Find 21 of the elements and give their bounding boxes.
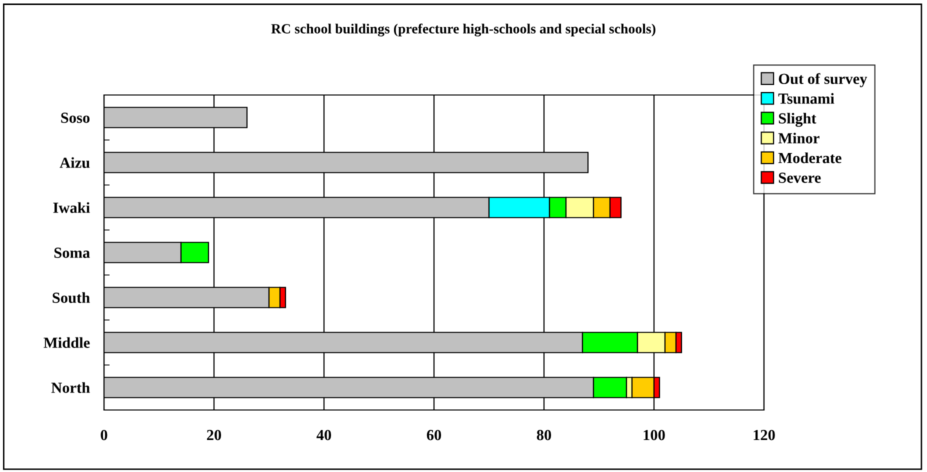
legend-label: Out of survey: [778, 73, 868, 88]
legend-label: Severe: [778, 172, 821, 183]
y-tick-label: Soso: [61, 112, 90, 123]
x-tick-label: 20: [207, 430, 222, 440]
x-tick-label: 80: [536, 430, 552, 440]
legend-label: Tsunami: [778, 93, 834, 104]
y-tick-label: Aizu: [60, 157, 90, 168]
x-tick-label: 0: [100, 430, 108, 440]
y-tick-label: South: [52, 292, 90, 303]
chart-title: RC school buildings (prefecture high-schools and special schools): [271, 24, 656, 36]
y-tick-label: Soma: [54, 248, 90, 258]
x-tick-label: 40: [316, 430, 332, 440]
legend-label: Slight: [778, 112, 816, 127]
x-tick-label: 100: [644, 430, 665, 440]
y-tick-label: Middle: [44, 337, 90, 348]
y-tick-label: Iwaki: [53, 202, 90, 213]
legend-label: Moderate: [778, 152, 842, 164]
y-tick-label: North: [51, 382, 90, 393]
x-tick-label: 120: [754, 430, 775, 440]
legend-label: Minor: [778, 132, 820, 144]
x-tick-label: 60: [426, 430, 442, 440]
